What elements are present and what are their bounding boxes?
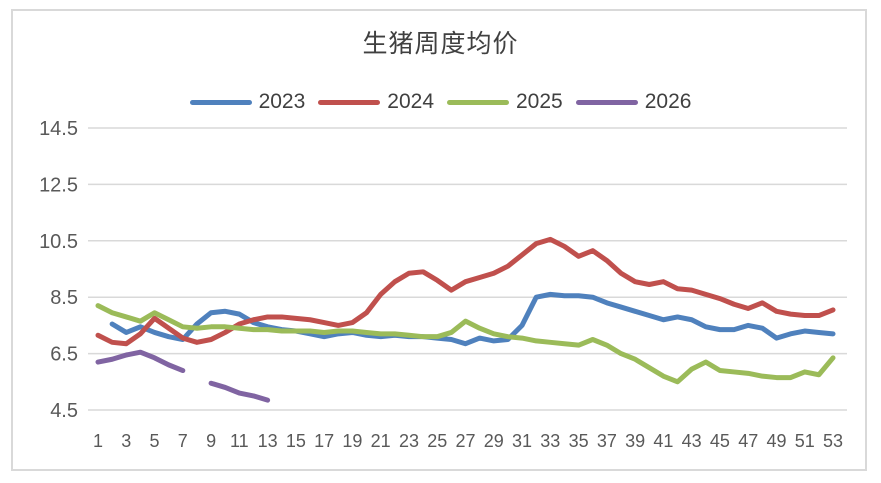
series-line-2023 [109, 291, 836, 347]
chart-frame [11, 9, 867, 471]
x-axis-label: 49 [766, 431, 786, 451]
legend-label: 2026 [644, 90, 692, 113]
x-axis-label: 21 [371, 431, 391, 451]
x-axis-label: 29 [484, 431, 504, 451]
x-axis-label: 43 [682, 431, 702, 451]
chart-title: 生猪周度均价 [362, 29, 519, 58]
x-axis-label: 53 [823, 431, 843, 451]
legend-item-2026: 2026 [575, 90, 692, 114]
y-axis-label: 14.5 [39, 118, 78, 140]
y-axis-label: 4.5 [50, 400, 78, 422]
y-axis-label: 10.5 [39, 231, 78, 253]
x-axis-label: 5 [150, 431, 160, 451]
legend-label: 2025 [516, 90, 563, 113]
x-axis-label: 45 [710, 431, 730, 451]
series-line-2024 [95, 236, 836, 347]
series-line-2025 [95, 303, 836, 385]
legend-swatch-2025 [447, 99, 509, 105]
x-axis-label: 3 [121, 431, 131, 451]
x-axis-label: 9 [206, 431, 216, 451]
y-axis-label: 6.5 [50, 344, 78, 366]
x-axis-label: 13 [258, 431, 278, 451]
series-line-2026 [208, 380, 271, 403]
x-axis-label: 1 [93, 431, 103, 451]
x-axis-label: 25 [427, 431, 447, 451]
y-axis-label: 12.5 [39, 174, 78, 196]
x-axis-label: 11 [230, 431, 249, 451]
legend-swatch-2026 [575, 99, 638, 105]
x-axis-label: 19 [342, 431, 362, 451]
x-axis-label: 39 [625, 431, 645, 451]
x-axis-label: 47 [738, 431, 758, 451]
legend-swatch-2023 [189, 99, 252, 105]
x-axis-label: 37 [597, 431, 617, 451]
x-axis-label: 7 [178, 431, 188, 451]
legend-item-2023: 2023 [189, 90, 306, 114]
legend: 2023 2024 2025 2026 [0, 90, 881, 114]
x-axis-label: 41 [653, 431, 673, 451]
legend-item-2024: 2024 [318, 90, 434, 114]
series-line-2026 [95, 349, 186, 374]
legend-label: 2024 [387, 90, 434, 113]
x-axis-label: 27 [455, 431, 475, 451]
x-axis-label: 17 [314, 431, 334, 451]
x-axis-label: 33 [540, 431, 560, 451]
y-axis-label: 8.5 [50, 287, 78, 309]
legend-item-2025: 2025 [447, 90, 563, 114]
x-axis-label: 15 [286, 431, 306, 451]
x-axis-label: 51 [795, 431, 815, 451]
x-axis-label: 23 [399, 431, 419, 451]
legend-swatch-2024 [318, 99, 381, 105]
x-axis-label: 35 [569, 431, 589, 451]
x-axis-label: 31 [512, 431, 532, 451]
legend-label: 2023 [258, 90, 306, 113]
